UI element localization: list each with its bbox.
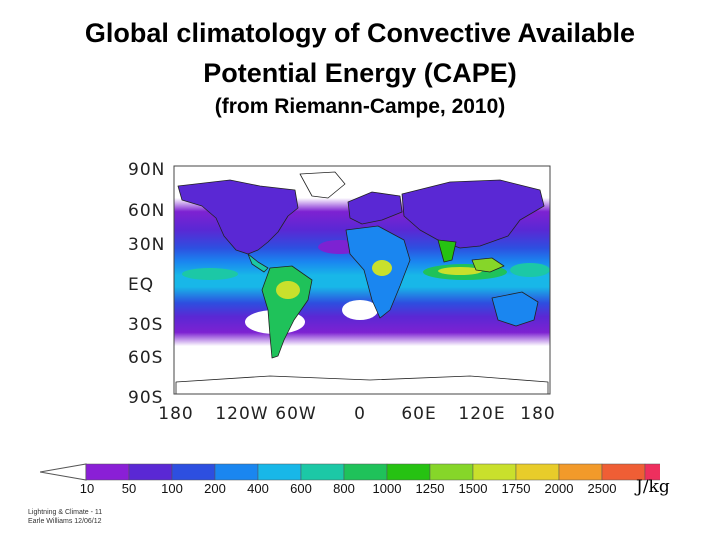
continent-europe (347, 191, 403, 225)
lat-label-30n: 30N (128, 235, 166, 255)
colorbar-tick: 2500 (587, 481, 617, 496)
title-line-2: Potential Energy (CAPE) (203, 58, 517, 88)
continent-north-america (177, 179, 299, 255)
colorbar-cell (257, 463, 302, 481)
warm-pool-indo-pacific-core (438, 267, 482, 275)
colorbar (40, 463, 660, 481)
colorbar-cell (386, 463, 431, 481)
colorbar-cell (558, 463, 603, 481)
colorbar-cell (85, 463, 130, 481)
lon-label-180e: 180 (520, 404, 556, 424)
footer-line-2: Earle Williams 12/06/12 (28, 518, 102, 525)
continent-maritime (471, 257, 505, 273)
colorbar-tick: 1500 (458, 481, 488, 496)
colorbar-tick: 100 (161, 481, 183, 496)
title-line-1: Global climatology of Convective Availab… (84, 18, 636, 48)
colorbar-cell (429, 463, 474, 481)
colorbar-cell (128, 463, 173, 481)
colorbar-tick: 1000 (372, 481, 402, 496)
hotspot-africa (372, 260, 392, 276)
coastlines (175, 171, 549, 395)
colorbar-tick: 600 (290, 481, 312, 496)
continent-australia (491, 291, 539, 327)
lon-label-120e: 120E (458, 404, 506, 424)
warm-pool-west-pacific (510, 263, 550, 277)
lon-label-60w: 60W (275, 404, 317, 424)
continent-greenland (299, 171, 346, 199)
colorbar-cell (343, 463, 388, 481)
colorbar-tick: 50 (121, 481, 137, 496)
lat-label-60s: 60S (128, 348, 164, 368)
colorbar-tick: 1250 (415, 481, 445, 496)
lat-label-60n: 60N (128, 201, 166, 221)
cape-climatology-map (173, 165, 551, 395)
hotspot-south-america (276, 281, 300, 299)
lon-label-120w: 120W (215, 404, 269, 424)
colorbar-under-triangle (40, 463, 87, 481)
colorbar-cell (171, 463, 216, 481)
colorbar-tick: 200 (204, 481, 226, 496)
colorbar-tick: 400 (247, 481, 269, 496)
lat-label-30s: 30S (128, 315, 164, 335)
lon-label-180w: 180 (158, 404, 194, 424)
colorbar-cell (300, 463, 345, 481)
colorbar-tick: 800 (333, 481, 355, 496)
map-frame (173, 165, 551, 395)
continent-india (437, 239, 457, 263)
lat-label-90n: 90N (128, 160, 166, 180)
lat-label-eq: EQ (128, 275, 155, 295)
lon-label-60e: 60E (401, 404, 437, 424)
colorbar-cell (515, 463, 560, 481)
footer-line-1: Lightning & Climate - 11 (28, 509, 103, 516)
colorbar-cell (214, 463, 259, 481)
colorbar-tick: 2000 (544, 481, 574, 496)
colorbar-cell (644, 463, 660, 481)
warm-pool-east-pacific (182, 268, 238, 280)
colorbar-cell (472, 463, 517, 481)
lat-label-90s: 90S (128, 388, 164, 408)
colorbar-tick: 1750 (501, 481, 531, 496)
citation: (from Riemann-Campe, 2010) (214, 95, 506, 118)
colorbar-tick: 10 (79, 481, 95, 496)
continent-central-america (247, 253, 269, 273)
colorbar-unit: J/kg (636, 477, 670, 497)
continent-asia (401, 179, 545, 249)
lon-label-0: 0 (354, 404, 366, 424)
low-cape-patch-south-atlantic (342, 300, 378, 320)
